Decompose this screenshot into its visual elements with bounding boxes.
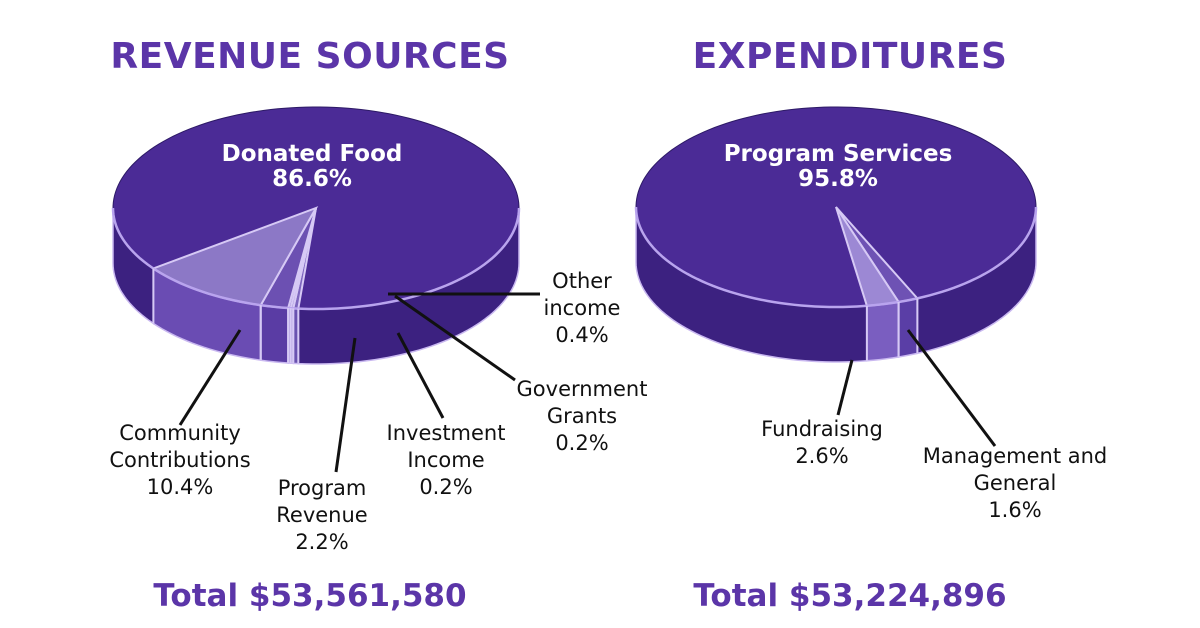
pie-rim (111, 207, 521, 311)
leader-investment-income (396, 332, 445, 419)
label-text: General (973, 471, 1057, 495)
side-fundraising (866, 301, 900, 362)
label-text: Other (552, 269, 612, 293)
leader-government-grants (394, 294, 516, 382)
leader-management-general (906, 329, 997, 447)
label-value: 86.6% (272, 166, 352, 192)
label-text: Revenue (276, 503, 368, 527)
label-value: 2.6% (795, 444, 849, 468)
label-text: Donated Food (221, 141, 403, 167)
label-value: 0.4% (555, 323, 609, 347)
label-program-services: Program Services 95.8% (724, 142, 953, 192)
label-value: 10.4% (146, 475, 214, 499)
side-program-revenue (259, 304, 289, 364)
label-value: 2.2% (295, 530, 349, 554)
label-text: Contributions (109, 448, 251, 472)
label-value: 0.2% (419, 475, 473, 499)
label-fundraising: Fundraising 2.6% (761, 416, 883, 470)
side-management-and-general (897, 297, 919, 358)
label-text: income (543, 296, 621, 320)
label-value: 0.2% (555, 431, 609, 455)
label-text: Income (407, 448, 485, 472)
leader-community-contributions (178, 329, 242, 426)
label-other-income: Other income 0.4% (544, 268, 621, 349)
label-management-general: Management and General 1.6% (923, 443, 1108, 524)
pie-rim (634, 206, 1038, 309)
label-text: Government (516, 377, 648, 401)
label-text: Grants (546, 404, 618, 428)
label-value: 95.8% (798, 166, 878, 192)
label-government-grants: Government Grants 0.2% (517, 376, 648, 457)
expenditures-total: Total $53,224,896 (693, 578, 1007, 614)
label-value: 1.6% (988, 498, 1042, 522)
leader-program-revenue (334, 337, 357, 473)
leader-fundraising (836, 359, 854, 416)
label-text: Investment (386, 421, 506, 445)
label-text: Management and (922, 444, 1108, 468)
label-donated-food: Donated Food 86.6% (222, 142, 403, 192)
label-program-revenue: Program Revenue 2.2% (276, 475, 367, 556)
label-investment-income: Investment Income 0.2% (387, 420, 506, 501)
label-community-contributions: Community Contributions 10.4% (109, 420, 250, 501)
label-text: Program Services (723, 141, 953, 167)
expenditures-title: EXPENDITURES (692, 36, 1008, 77)
label-text: Fundraising (761, 417, 883, 441)
revenue-total: Total $53,561,580 (153, 578, 467, 614)
label-text: Community (119, 421, 241, 445)
label-text: Program (277, 476, 367, 500)
revenue-title: REVENUE SOURCES (110, 36, 510, 77)
